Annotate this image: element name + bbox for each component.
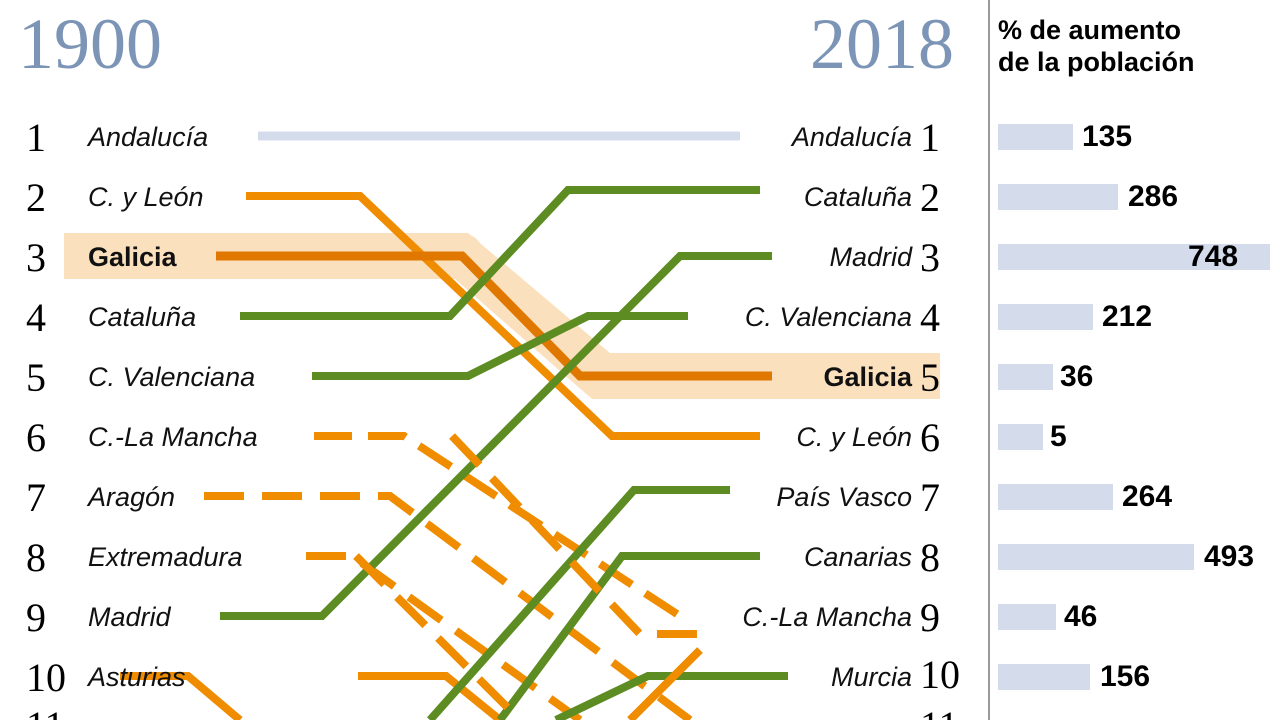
- bar-cataluna: [998, 184, 1118, 210]
- left-region-extremadura: Extremadura: [88, 542, 243, 572]
- left-rank-11: 11: [26, 706, 80, 720]
- right-region-galicia: Galicia: [823, 362, 912, 392]
- right-region-pais-vasco: País Vasco: [776, 482, 912, 512]
- bar-canarias: [998, 544, 1194, 570]
- left-rank-6: 6: [26, 415, 46, 460]
- bar-row-murcia: 156: [990, 650, 1280, 710]
- left-region-asturias: Asturias: [88, 662, 186, 692]
- bar-row-cataluna: 286: [990, 170, 1280, 230]
- bar-row-canarias: 493: [990, 530, 1280, 590]
- right-rank-7: 7: [920, 475, 940, 520]
- left-region-c-valenciana: C. Valenciana: [88, 362, 256, 392]
- bar-row-pais-vasco: 264: [990, 470, 1280, 530]
- bar-c-la-mancha: [998, 604, 1056, 630]
- line-galicia: [216, 251, 772, 381]
- left-rank-7: 7: [26, 475, 46, 520]
- right-rank-9: 9: [920, 595, 940, 640]
- left-rank-5: 5: [26, 355, 46, 400]
- right-region-andalucia: Andalucía: [791, 122, 912, 152]
- panel-title-line-1: % de aumento: [998, 15, 1182, 45]
- line-aragon: [204, 492, 693, 720]
- right-rank-4: 4: [920, 295, 940, 340]
- line-extra-orange-3: [627, 647, 703, 720]
- left-region-c-la-mancha: C.-La Mancha: [88, 422, 258, 452]
- right-region-canarias: Canarias: [803, 542, 912, 572]
- bar-row-andalucia: 135: [990, 110, 1280, 170]
- bar-value-cataluna: 286: [1128, 180, 1179, 213]
- bar-row-c-valenciana: 212: [990, 290, 1280, 350]
- right-rank-5: 5: [920, 355, 940, 400]
- bar-value-andalucia: 135: [1082, 120, 1133, 153]
- bar-madrid: [998, 244, 1270, 270]
- line-pais-vasco: [427, 486, 730, 720]
- line-murcia: [554, 672, 788, 720]
- bar-galicia: [998, 364, 1053, 390]
- bar-value-murcia: 156: [1100, 660, 1151, 693]
- left-rank-9: 9: [26, 595, 46, 640]
- left-rank-3: 3: [26, 235, 46, 280]
- line-c-la-mancha: [314, 432, 688, 620]
- right-rank-10: 10: [920, 652, 960, 697]
- bar-value-pais-vasco: 264: [1122, 480, 1173, 513]
- right-rank-6: 6: [920, 415, 940, 460]
- left-rank-4: 4: [26, 295, 46, 340]
- bar-row-c-y-leon: 5: [990, 410, 1280, 470]
- bar-value-c-la-mancha: 46: [1064, 600, 1098, 633]
- bar-value-madrid: 748: [1188, 240, 1239, 273]
- right-rank-8: 8: [920, 535, 940, 580]
- bar-value-c-valenciana: 212: [1102, 300, 1153, 333]
- right-region-cataluna: Cataluña: [803, 182, 912, 212]
- right-region-c-y-leon: C. y León: [796, 422, 912, 452]
- bar-murcia: [998, 664, 1090, 690]
- right-rank-11: 11: [920, 706, 982, 720]
- population-increase-panel: % de aumento de la población 135 286 748…: [988, 0, 1280, 720]
- bar-c-valenciana: [998, 304, 1093, 330]
- bar-pais-vasco: [998, 484, 1113, 510]
- left-rank-2: 2: [26, 175, 46, 220]
- bar-value-c-y-leon: 5: [1050, 420, 1067, 453]
- left-rank-1: 1: [26, 115, 46, 160]
- left-region-madrid: Madrid: [88, 602, 171, 632]
- right-rank-2: 2: [920, 175, 940, 220]
- line-extremadura: [306, 552, 583, 720]
- line-c-y-leon: [246, 192, 760, 440]
- right-region-c-la-mancha: C.-La Mancha: [742, 602, 912, 632]
- line-madrid: [220, 252, 772, 620]
- left-region-aragon: Aragón: [88, 482, 176, 512]
- bar-value-canarias: 493: [1204, 540, 1255, 573]
- left-rank-10: 10: [26, 655, 66, 700]
- right-region-madrid: Madrid: [829, 242, 912, 272]
- bar-row-madrid: 748: [990, 230, 1280, 290]
- year-label-2018: 2018: [810, 4, 954, 84]
- line-extra-orange-1: [353, 553, 523, 720]
- line-canarias: [496, 552, 760, 720]
- left-region-c-y-leon: C. y León: [88, 182, 204, 212]
- right-rank-1: 1: [920, 115, 940, 160]
- bar-andalucia: [998, 124, 1073, 150]
- line-extra-orange-2: [449, 433, 700, 638]
- bar-value-galicia: 36: [1060, 360, 1094, 393]
- right-rank-3: 3: [920, 235, 940, 280]
- bar-row-c-la-mancha: 46: [990, 590, 1280, 650]
- line-asturias: [358, 672, 503, 720]
- panel-title-line-2: de la población: [998, 47, 1195, 77]
- right-region-c-valenciana: C. Valenciana: [744, 302, 912, 332]
- left-region-andalucia: Andalucía: [88, 122, 209, 152]
- line-asturias-a: [120, 672, 243, 720]
- bar-c-y-leon: [998, 424, 1043, 450]
- right-region-murcia: Murcia: [830, 662, 912, 692]
- line-c-valenciana: [312, 312, 688, 380]
- bar-row-galicia: 36: [990, 350, 1280, 410]
- panel-title: % de aumento de la población: [998, 14, 1274, 78]
- year-label-1900: 1900: [18, 4, 162, 84]
- left-region-cataluna: Cataluña: [88, 302, 197, 332]
- left-rank-8: 8: [26, 535, 46, 580]
- left-region-galicia: Galicia: [88, 242, 177, 272]
- line-cataluna: [240, 186, 760, 320]
